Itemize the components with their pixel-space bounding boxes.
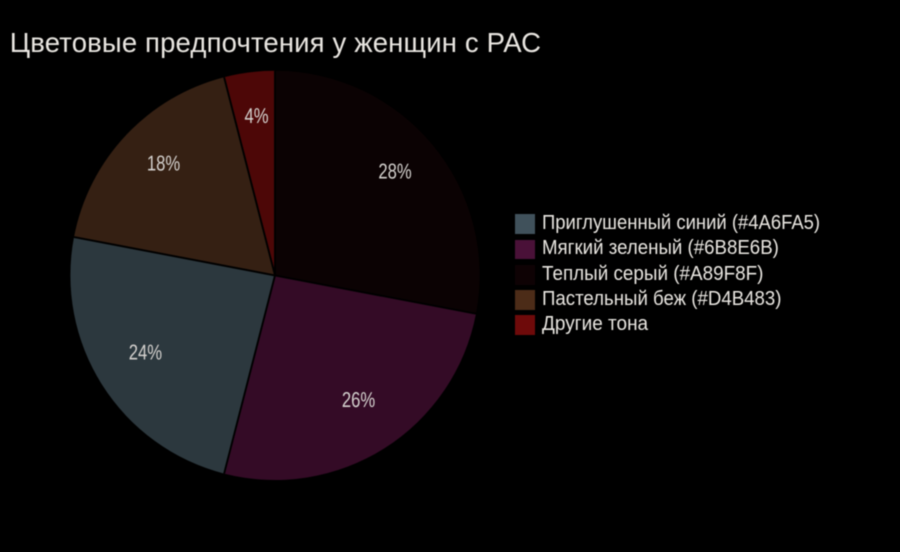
- svg-text:4%: 4%: [244, 104, 268, 128]
- svg-text:26%: 26%: [342, 388, 375, 412]
- svg-text:28%: 28%: [378, 160, 411, 184]
- svg-text:18%: 18%: [147, 152, 180, 176]
- svg-text:24%: 24%: [129, 341, 162, 365]
